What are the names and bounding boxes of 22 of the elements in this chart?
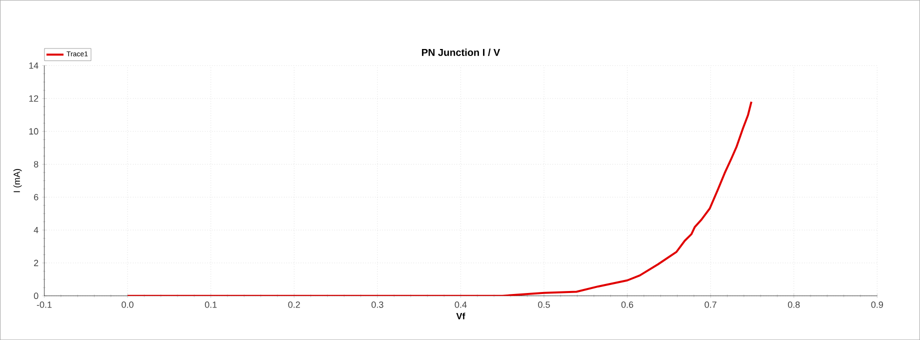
y-tick-label: 0: [34, 292, 38, 299]
y-tick-label: 12: [29, 95, 38, 102]
y-tick-label: 2: [34, 260, 38, 266]
y-tick-label: 14: [29, 62, 38, 69]
x-tick-label: 0.9: [871, 301, 883, 308]
x-tick-label: 0.8: [788, 301, 800, 308]
y-tick-label: 4: [34, 226, 38, 234]
x-tick-label: 0.2: [288, 301, 300, 308]
x-tick-label: 0.7: [704, 301, 716, 308]
chart-title: PN Junction I / V: [422, 48, 500, 56]
y-axis-title: I (mA): [13, 168, 22, 192]
x-tick-label: 0.1: [204, 301, 217, 308]
x-tick-label: 0.6: [621, 301, 634, 308]
y-tick-label: 8: [34, 161, 38, 168]
x-tick-label: -0.1: [36, 301, 52, 308]
x-tick-label: 0.5: [538, 301, 550, 308]
y-tick-label: 10: [29, 128, 38, 135]
x-tick-label: 0.3: [372, 301, 384, 308]
x-axis-title: Vf: [456, 312, 466, 320]
y-tick-label: 6: [34, 194, 38, 200]
x-tick-label: 0.0: [122, 301, 134, 308]
x-tick-label: 0.4: [454, 301, 467, 308]
